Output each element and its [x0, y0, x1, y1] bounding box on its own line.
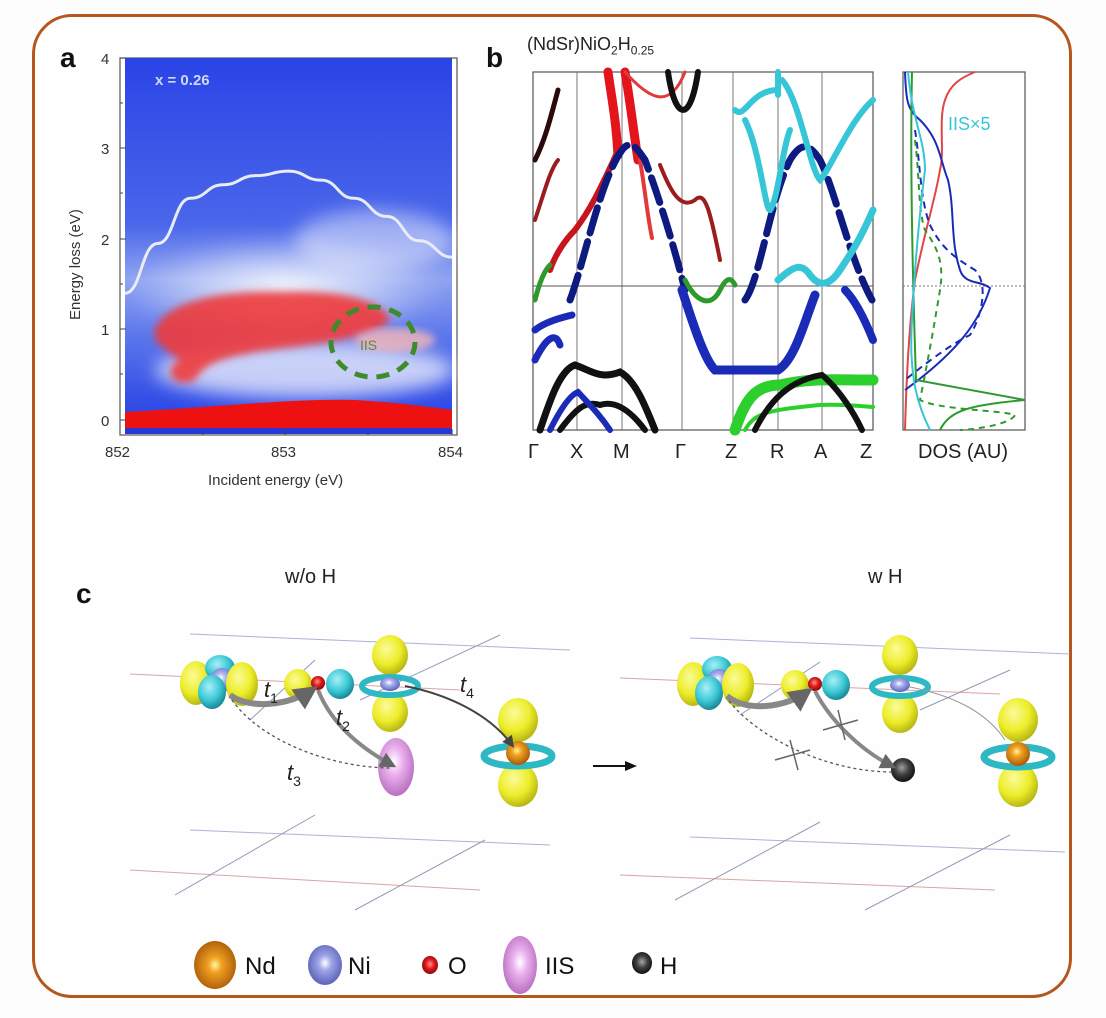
hopping-t2-arrow [316, 689, 397, 768]
legend-label-o: O [448, 953, 467, 980]
transition-arrow [593, 761, 637, 771]
kpoint-z-1: Z [725, 441, 737, 463]
panel-b-band-structure: IIS×5 Γ X M Γ Z R A Z DOS (AU) [528, 67, 1026, 463]
cluster-without-h [180, 635, 556, 807]
doping-annotation: x = 0.26 [155, 72, 210, 89]
kpoint-gamma-2: Γ [675, 441, 686, 463]
dos-cyan-iis [907, 71, 931, 431]
iis-dashed-ellipse [328, 304, 418, 380]
legend: Nd Ni O IIS H [190, 934, 810, 994]
dos-panel [902, 71, 1026, 431]
panel-c-title-left: w/o H [285, 566, 337, 588]
title-sub-o: 2 [611, 43, 618, 58]
kpoint-gamma-1: Γ [528, 441, 539, 463]
nd-sphere-icon [194, 941, 236, 989]
label-t4: t4 [460, 672, 474, 701]
ni-sphere-icon [308, 945, 342, 985]
legend-graphics: Nd Ni O IIS H [194, 936, 677, 994]
blocked-cross-marks [774, 709, 859, 771]
kpoint-m: M [613, 441, 630, 463]
panel-a-label: a [60, 42, 76, 73]
hopping-t1-arrow [228, 685, 318, 710]
label-t3: t3 [287, 760, 301, 789]
panel-c-orbital-diagram: t1 t2 t3 t4 [129, 633, 1071, 911]
legend-label-iis: IIS [545, 953, 574, 980]
dd-excitation-blob [154, 291, 390, 383]
label-t1: t1 [264, 677, 278, 706]
kpoint-a: A [814, 441, 828, 463]
panel-a-xlabel: Incident energy (eV) [208, 472, 343, 489]
kpoint-z-2: Z [860, 441, 872, 463]
panel-b-title: (NdSr)NiO2H0.25 [527, 34, 654, 58]
title-sub-h: 0.25 [630, 43, 655, 58]
oxygen-atom-left [311, 676, 325, 690]
band-lightgreen [729, 374, 879, 436]
kpoint-x: X [570, 441, 583, 463]
band-black-top [665, 69, 701, 113]
label-t2: t2 [336, 705, 350, 734]
panel-c-title-right: w H [868, 566, 903, 588]
iis-ellipsoid-icon [503, 936, 537, 994]
hydrogen-atom [891, 758, 915, 782]
ytick-1: 1 [101, 322, 109, 339]
panel-a-rixs-map: IIS x = 0.26 0 1 2 3 4 852 853 854 Incid… [67, 51, 463, 489]
band-green [532, 262, 738, 304]
hopping-t1-arrow-h [725, 687, 813, 712]
hopping-t4-arrow [404, 685, 515, 748]
panel-c-label: c [76, 578, 92, 609]
ytick-4: 4 [101, 51, 109, 68]
title-formula: (NdSr)NiO [527, 34, 611, 54]
band-blue-flat [677, 285, 820, 375]
panel-a-ylabel: Energy loss (eV) [67, 209, 84, 320]
ytick-0: 0 [101, 413, 109, 430]
band-black-lower [536, 361, 659, 434]
iis-orbital [378, 738, 414, 796]
hopping-t3-arrow [231, 699, 393, 769]
dos-green-dashed [914, 139, 1017, 431]
ytick-3: 3 [101, 141, 109, 158]
xtick-852: 852 [105, 444, 130, 461]
cluster-with-h [677, 635, 1056, 807]
band-navy-m [566, 141, 689, 304]
dos-xlabel: DOS (AU) [918, 441, 1008, 463]
xtick-853: 853 [271, 444, 296, 461]
band-cyan [732, 69, 876, 214]
elastic-line [125, 399, 452, 428]
title-h: H [617, 34, 631, 54]
dos-iis-label: IIS×5 [948, 114, 991, 134]
hopping-t2-arrow-blocked [813, 690, 897, 769]
o-sphere-icon [422, 956, 438, 974]
hopping-t3-arrow-blocked [728, 700, 893, 773]
h-sphere-icon [632, 952, 652, 974]
band-darkred [533, 158, 722, 262]
legend-label-h: H [660, 953, 677, 980]
ytick-2: 2 [101, 232, 109, 249]
xtick-854: 854 [438, 444, 463, 461]
legend-label-ni: Ni [348, 953, 371, 980]
oxygen-atom-right [808, 677, 822, 691]
kpoint-r: R [770, 441, 784, 463]
panel-b-label: b [486, 42, 504, 73]
white-contour-curve [124, 169, 453, 295]
dos-red [904, 71, 976, 431]
legend-label-nd: Nd [245, 953, 276, 980]
iis-label-a: IIS [360, 337, 377, 353]
